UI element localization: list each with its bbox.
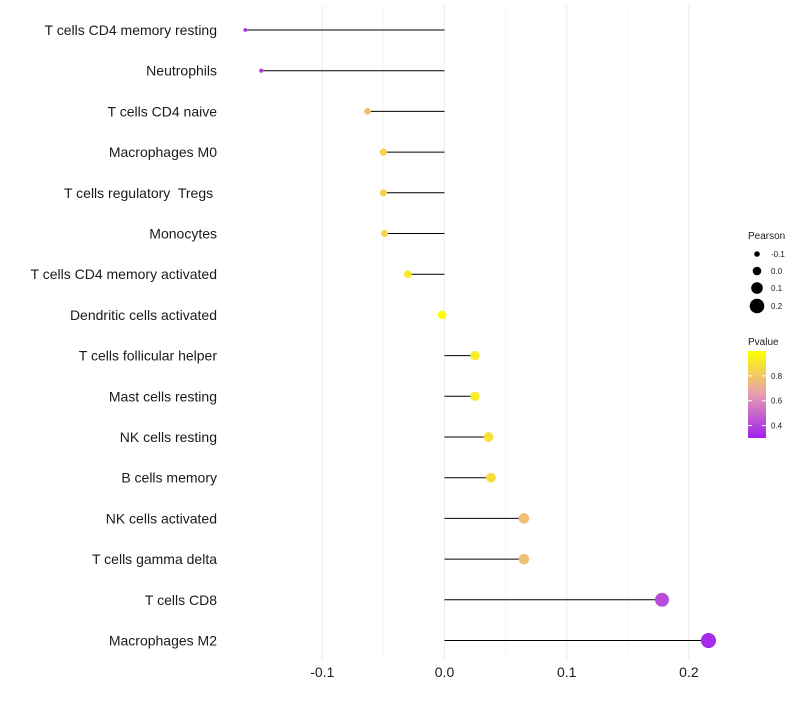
lollipop-point <box>381 229 389 238</box>
size-legend-key <box>752 266 762 276</box>
size-legend-label: -0.1 <box>771 250 785 259</box>
category-label: T cells CD4 memory activated <box>31 266 217 282</box>
lollipop-point <box>486 472 496 483</box>
category-label: Monocytes <box>149 226 217 242</box>
segment-layer <box>245 29 709 641</box>
lollipop-point <box>483 432 494 442</box>
size-legend-label: 0.2 <box>771 302 783 311</box>
size-legend-label: 0.0 <box>771 267 783 276</box>
lollipop-point <box>437 310 447 320</box>
category-label: T cells CD4 memory resting <box>45 22 217 38</box>
category-labels: T cells CD4 memory resting Neutrophils T c… <box>31 22 218 649</box>
color-legend-title: Pvalue <box>748 337 779 348</box>
lollipop-point <box>518 513 530 524</box>
lollipop-point <box>259 68 264 73</box>
category-label: Dendritic cells activated <box>70 307 217 323</box>
lollipop-point <box>655 592 669 607</box>
category-label: Macrophages M0 <box>109 144 217 160</box>
color-legend-label: 0.6 <box>771 397 783 406</box>
x-tick-label: 0.0 <box>435 664 455 680</box>
lollipop-point <box>243 28 248 32</box>
size-legend-key <box>754 251 760 257</box>
lollipop-point <box>700 632 716 649</box>
lollipop-point <box>379 148 387 156</box>
category-label: T cells follicular helper <box>79 348 218 364</box>
lollipop-point <box>470 350 480 361</box>
lollipop-point <box>403 270 412 279</box>
category-label: T cells gamma delta <box>92 551 217 567</box>
category-label: B cells memory <box>121 470 217 486</box>
grid-layer <box>260 5 690 660</box>
lollipop-point <box>364 108 371 115</box>
category-label: Neutrophils <box>146 63 217 79</box>
x-axis-tick-labels: -0.1 0.0 0.1 0.2 <box>310 664 699 680</box>
size-legend-key <box>751 282 763 294</box>
x-tick-label: 0.1 <box>557 664 577 680</box>
size-legend-label: 0.1 <box>771 284 783 293</box>
size-legend-title: Pearson <box>748 231 785 242</box>
lollipop-point <box>379 189 387 197</box>
size-legend-key <box>749 298 765 314</box>
point-layer <box>243 28 716 649</box>
category-label: Mast cells resting <box>109 388 217 404</box>
category-label: T cells regulatory Tregs <box>64 185 217 201</box>
lollipop-point <box>518 553 530 565</box>
lollipop-point <box>470 391 480 401</box>
category-label: NK cells activated <box>106 510 217 526</box>
category-label: T cells CD8 <box>145 592 217 608</box>
color-legend-gradient-bar <box>748 351 766 438</box>
x-tick-label: 0.2 <box>679 664 699 680</box>
color-legend-label: 0.4 <box>771 422 783 431</box>
category-label: T cells CD4 naive <box>108 103 218 119</box>
x-tick-label: -0.1 <box>310 664 334 680</box>
color-legend: Pvalue 0.4 0.6 0.8 <box>748 337 783 438</box>
category-label: Macrophages M2 <box>109 633 217 649</box>
color-legend-label: 0.8 <box>771 372 783 381</box>
category-label: NK cells resting <box>120 429 217 445</box>
size-legend: Pearson -0.1 0.0 0.1 0.2 <box>748 231 785 314</box>
